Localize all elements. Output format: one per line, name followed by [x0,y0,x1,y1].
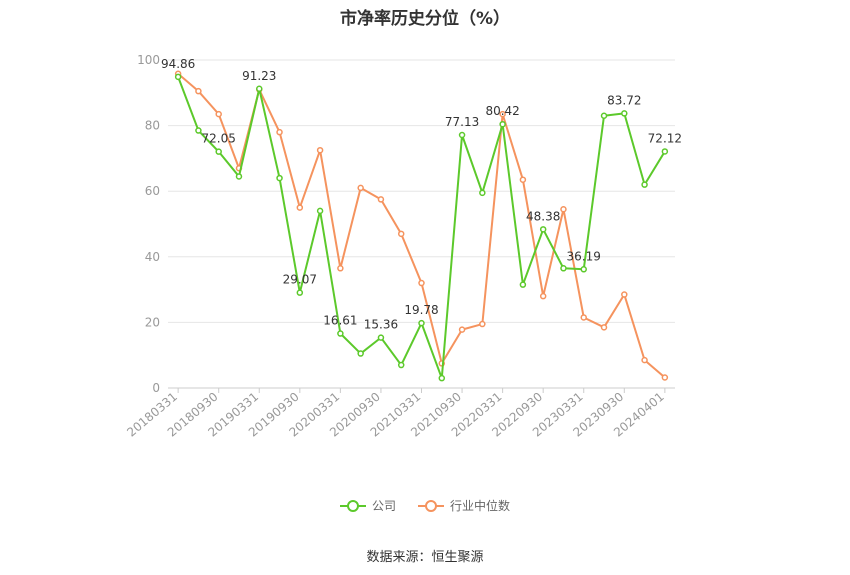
data-label: 72.05 [202,132,236,146]
data-point-company [418,319,425,327]
source-note: 数据来源：恒生聚源 [366,550,484,565]
data-label: 72.12 [648,131,682,145]
data-label: 15.36 [364,318,398,332]
data-label: 36.19 [567,249,601,263]
data-point-industry-median [377,196,385,203]
data-labels: 94.86 72.05 91.23 29.07 16.61 15.36 19.78 77.13… [161,57,682,332]
y-tick-label: 60 [145,184,160,198]
data-point-industry-median [296,204,304,211]
data-point-industry-median [580,314,587,321]
chart-title: 市净率历史分位（%） [339,9,511,29]
data-point-company [276,174,283,182]
y-tick-label: 40 [145,250,160,264]
legend: 公司 行业中位数 [0,497,850,514]
data-label: 29.07 [283,273,317,287]
data-point-company [641,181,648,188]
data-point-company [479,189,486,197]
data-point-company [621,110,628,117]
legend-item-industry-median[interactable]: 行业中位数 [418,497,510,514]
data-label: 83.72 [607,93,641,107]
data-point-company [458,131,466,139]
data-point-company [377,334,385,341]
data-point-industry-median [316,146,324,154]
data-point-company [600,112,608,120]
data-point-industry-median [661,374,669,381]
data-point-industry-median [337,265,344,272]
data-point-company [235,173,243,180]
data-point-company [337,330,344,337]
legend-item-company[interactable]: 公司 [339,497,396,514]
data-point-company [661,148,669,155]
series-line-company [177,76,666,380]
data-point-industry-median [621,291,628,298]
legend-industry-marker [418,499,444,512]
data-point-company [397,361,405,369]
data-label: 80.42 [485,104,519,118]
data-point-company [539,226,547,233]
data-point-industry-median [397,230,405,238]
data-point-company [560,265,567,272]
data-point-industry-median [357,184,364,192]
data-label: 16.61 [323,314,357,328]
data-point-company [357,350,364,357]
data-point-industry-median [276,128,283,136]
data-point-company [438,374,446,382]
legend-company-label: 公司 [371,499,396,513]
series [174,70,669,382]
data-label: 91.23 [242,69,276,83]
data-point-industry-median [600,324,608,331]
data-point-industry-median [560,205,567,213]
data-label: 48.38 [526,209,560,223]
data-point-company [195,127,202,134]
series-line-industry-median [177,73,666,379]
data-point-industry-median [418,279,425,287]
data-point-industry-median [539,292,547,300]
data-point-company [256,85,263,93]
y-tick-label: 20 [145,315,160,329]
data-point-industry-median [519,176,527,183]
data-label: 19.78 [404,303,438,317]
y-tick-label: 0 [152,381,160,395]
data-point-industry-median [215,110,222,118]
data-label: 94.86 [161,57,195,71]
legend-company-marker [339,499,366,512]
data-point-industry-median [195,87,202,95]
y-tick-label: 100 [137,53,160,67]
data-label: 77.13 [445,115,479,129]
data-point-company [580,266,587,273]
data-point-industry-median [479,320,486,328]
data-point-company [215,148,222,155]
data-point-company [519,281,527,288]
data-point-company [174,73,182,81]
data-point-company [316,207,324,215]
axes: 0204060801002018033120180930201903312019… [124,53,675,440]
data-point-company [499,120,506,128]
data-point-industry-median [499,110,506,118]
data-point-industry-median [641,356,648,364]
data-point-industry-median [458,326,466,333]
data-point-company [296,289,304,296]
y-tick-label: 80 [145,119,160,133]
legend-industry-label: 行业中位数 [450,499,511,513]
